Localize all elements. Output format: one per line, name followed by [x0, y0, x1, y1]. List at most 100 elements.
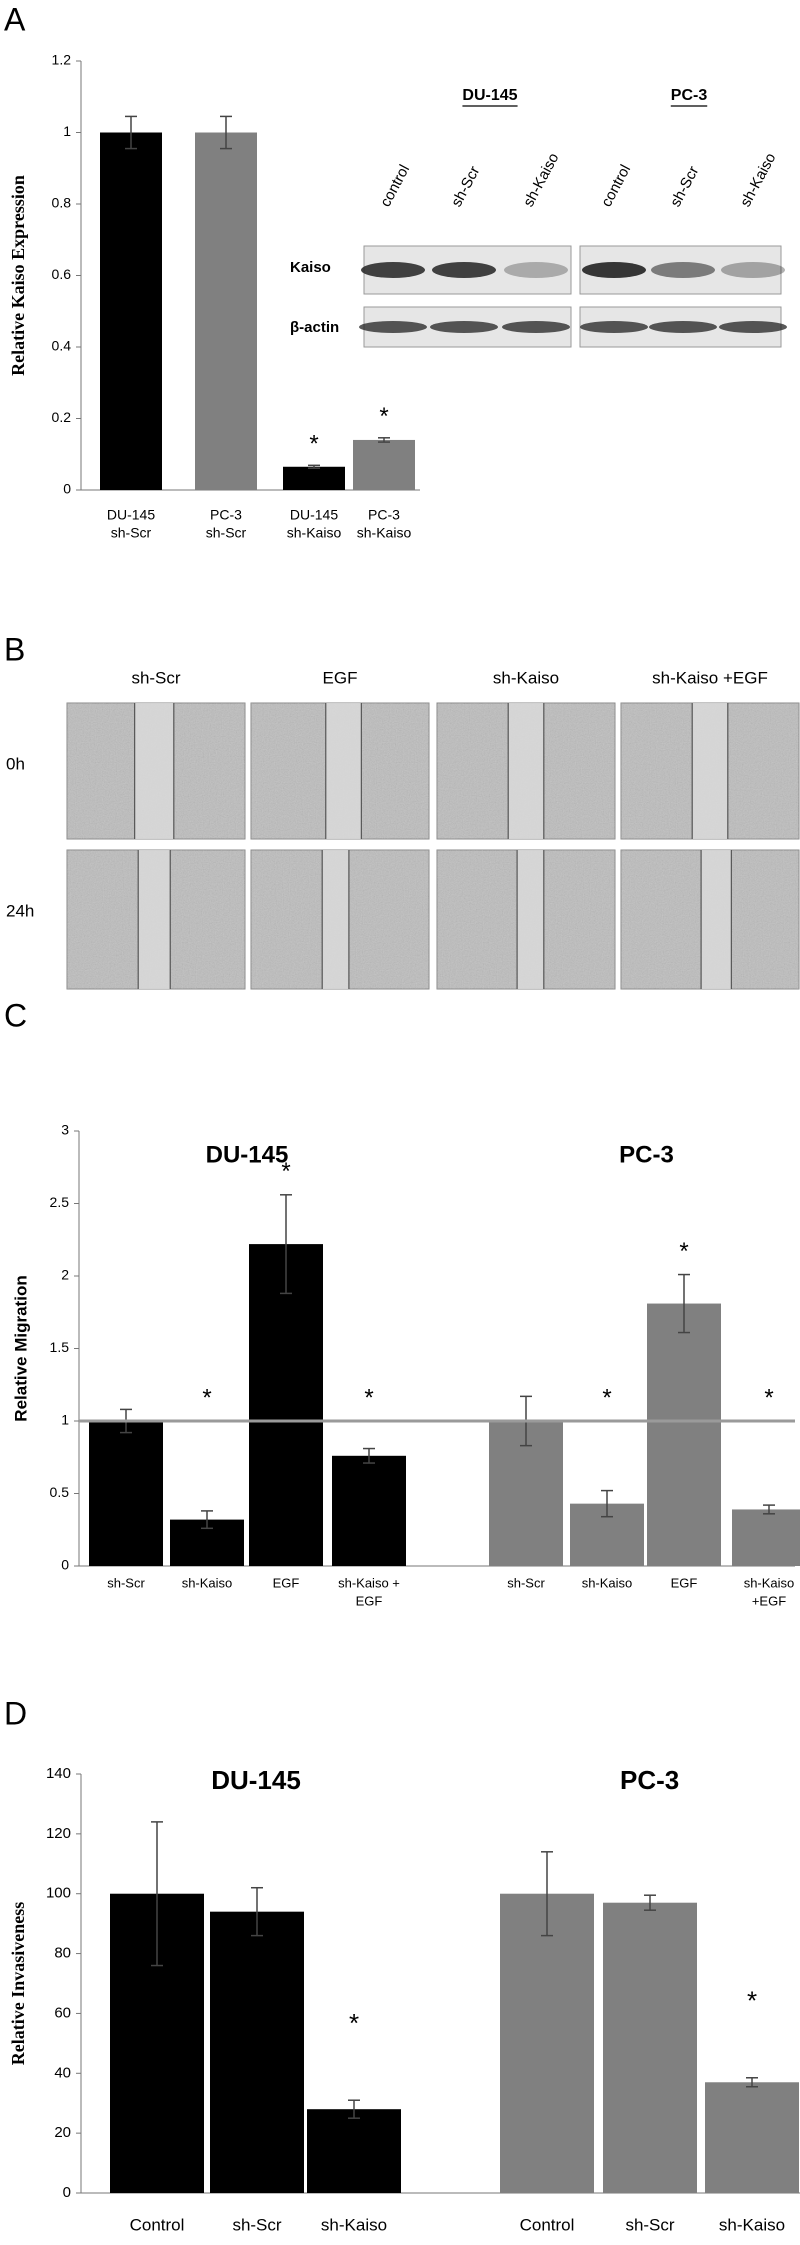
panel-label: C — [4, 997, 27, 1033]
blot-band — [502, 321, 570, 333]
x-tick-label: sh-Kaiso — [357, 525, 412, 541]
blot-band — [359, 321, 427, 333]
lane-label: sh-Scr — [448, 163, 483, 209]
blot-band — [649, 321, 717, 333]
significance-star: * — [309, 431, 318, 458]
significance-star: * — [281, 1158, 290, 1185]
blot-band — [582, 262, 646, 278]
x-tick-label: sh-Scr — [107, 1575, 145, 1590]
bar — [353, 439, 415, 490]
group-title: PC-3 — [620, 1765, 679, 1795]
group-title: DU-145 — [211, 1765, 301, 1795]
wound-gap — [138, 850, 171, 989]
significance-star: * — [202, 1384, 211, 1411]
wound-gap — [508, 703, 544, 839]
wound-gap — [517, 850, 544, 989]
y-tick-label: 2.5 — [50, 1194, 70, 1210]
y-tick-label: 60 — [54, 2004, 71, 2021]
lane-label: control — [377, 162, 413, 210]
x-tick-label: EGF — [273, 1575, 300, 1590]
y-axis-label: Relative Migration — [11, 1275, 30, 1421]
bar — [500, 1893, 594, 2193]
condition-label: sh-Kaiso +EGF — [652, 668, 768, 687]
lane-label: sh-Scr — [667, 163, 702, 209]
x-tick-label: DU-145 — [290, 507, 338, 523]
protein-label: β-actin — [290, 319, 339, 336]
blot-band — [432, 262, 496, 278]
y-tick-label: 80 — [54, 1945, 71, 1962]
y-tick-label: 40 — [54, 2064, 71, 2081]
group-title: DU-145 — [206, 1141, 289, 1168]
condition-label: EGF — [323, 668, 358, 687]
x-tick-label: sh-Kaiso — [287, 525, 342, 541]
y-tick-label: 3 — [61, 1122, 69, 1138]
x-tick-label: sh-Scr — [232, 2215, 281, 2234]
blot-band — [430, 321, 498, 333]
bar — [283, 466, 345, 490]
y-tick-label: 0 — [63, 2184, 71, 2201]
x-tick-label: EGF — [671, 1575, 698, 1590]
condition-label: sh-Scr — [131, 668, 180, 687]
x-tick-label: sh-Kaiso — [321, 2215, 387, 2234]
significance-star: * — [364, 1384, 373, 1411]
bar — [307, 2109, 401, 2193]
cell-line-label: DU-145 — [462, 87, 517, 104]
y-tick-label: 1 — [63, 123, 71, 139]
x-tick-label: sh-Scr — [206, 525, 247, 541]
bar — [705, 2082, 799, 2193]
y-tick-label: 120 — [46, 1825, 71, 1842]
x-tick-label: sh-Scr — [111, 525, 152, 541]
lane-label: sh-Kaiso — [520, 150, 562, 210]
y-tick-label: 2 — [61, 1267, 69, 1283]
y-tick-label: 1.2 — [52, 52, 72, 68]
group-title: PC-3 — [619, 1141, 674, 1168]
y-tick-label: 0.4 — [52, 338, 72, 354]
blot-band — [721, 262, 785, 278]
x-tick-label: Control — [130, 2215, 185, 2234]
y-tick-label: 0.5 — [50, 1484, 70, 1500]
blot-band — [361, 262, 425, 278]
y-tick-label: 140 — [46, 1765, 71, 1782]
bar — [195, 132, 257, 490]
blot-band — [719, 321, 787, 333]
lane-label: control — [598, 162, 634, 210]
x-tick-label: sh-Kaiso — [182, 1575, 233, 1590]
bar — [732, 1509, 800, 1566]
wound-gap — [134, 703, 174, 839]
x-tick-label: +EGF — [752, 1593, 786, 1608]
bar — [89, 1421, 163, 1566]
condition-label: sh-Kaiso — [493, 668, 559, 687]
wound-gap — [322, 850, 349, 989]
x-tick-label: EGF — [356, 1593, 383, 1608]
y-tick-label: 20 — [54, 2124, 71, 2141]
x-tick-label: sh-Kaiso + — [338, 1575, 400, 1590]
blot-band — [580, 321, 648, 333]
x-tick-label: sh-Scr — [625, 2215, 674, 2234]
panel-label: D — [4, 1695, 27, 1731]
bar — [647, 1303, 721, 1566]
significance-star: * — [379, 403, 388, 430]
y-tick-label: 0.6 — [52, 266, 72, 282]
y-tick-label: 100 — [46, 1885, 71, 1902]
panel-label: B — [4, 631, 25, 667]
x-tick-label: sh-Kaiso — [744, 1575, 795, 1590]
y-tick-label: 1 — [61, 1412, 69, 1428]
significance-star: * — [349, 2008, 359, 2038]
timepoint-label: 24h — [6, 901, 34, 920]
blot-band — [651, 262, 715, 278]
timepoint-label: 0h — [6, 754, 25, 773]
blot-band — [504, 262, 568, 278]
bar — [603, 1902, 697, 2193]
bar — [100, 132, 162, 490]
lane-label: sh-Kaiso — [737, 150, 779, 210]
x-tick-label: PC-3 — [368, 507, 400, 523]
y-tick-label: 0.2 — [52, 409, 72, 425]
x-tick-label: PC-3 — [210, 507, 242, 523]
protein-label: Kaiso — [290, 259, 331, 276]
bar — [249, 1244, 323, 1566]
bar — [332, 1455, 406, 1566]
panel-label: A — [4, 1, 26, 37]
x-tick-label: Control — [520, 2215, 575, 2234]
